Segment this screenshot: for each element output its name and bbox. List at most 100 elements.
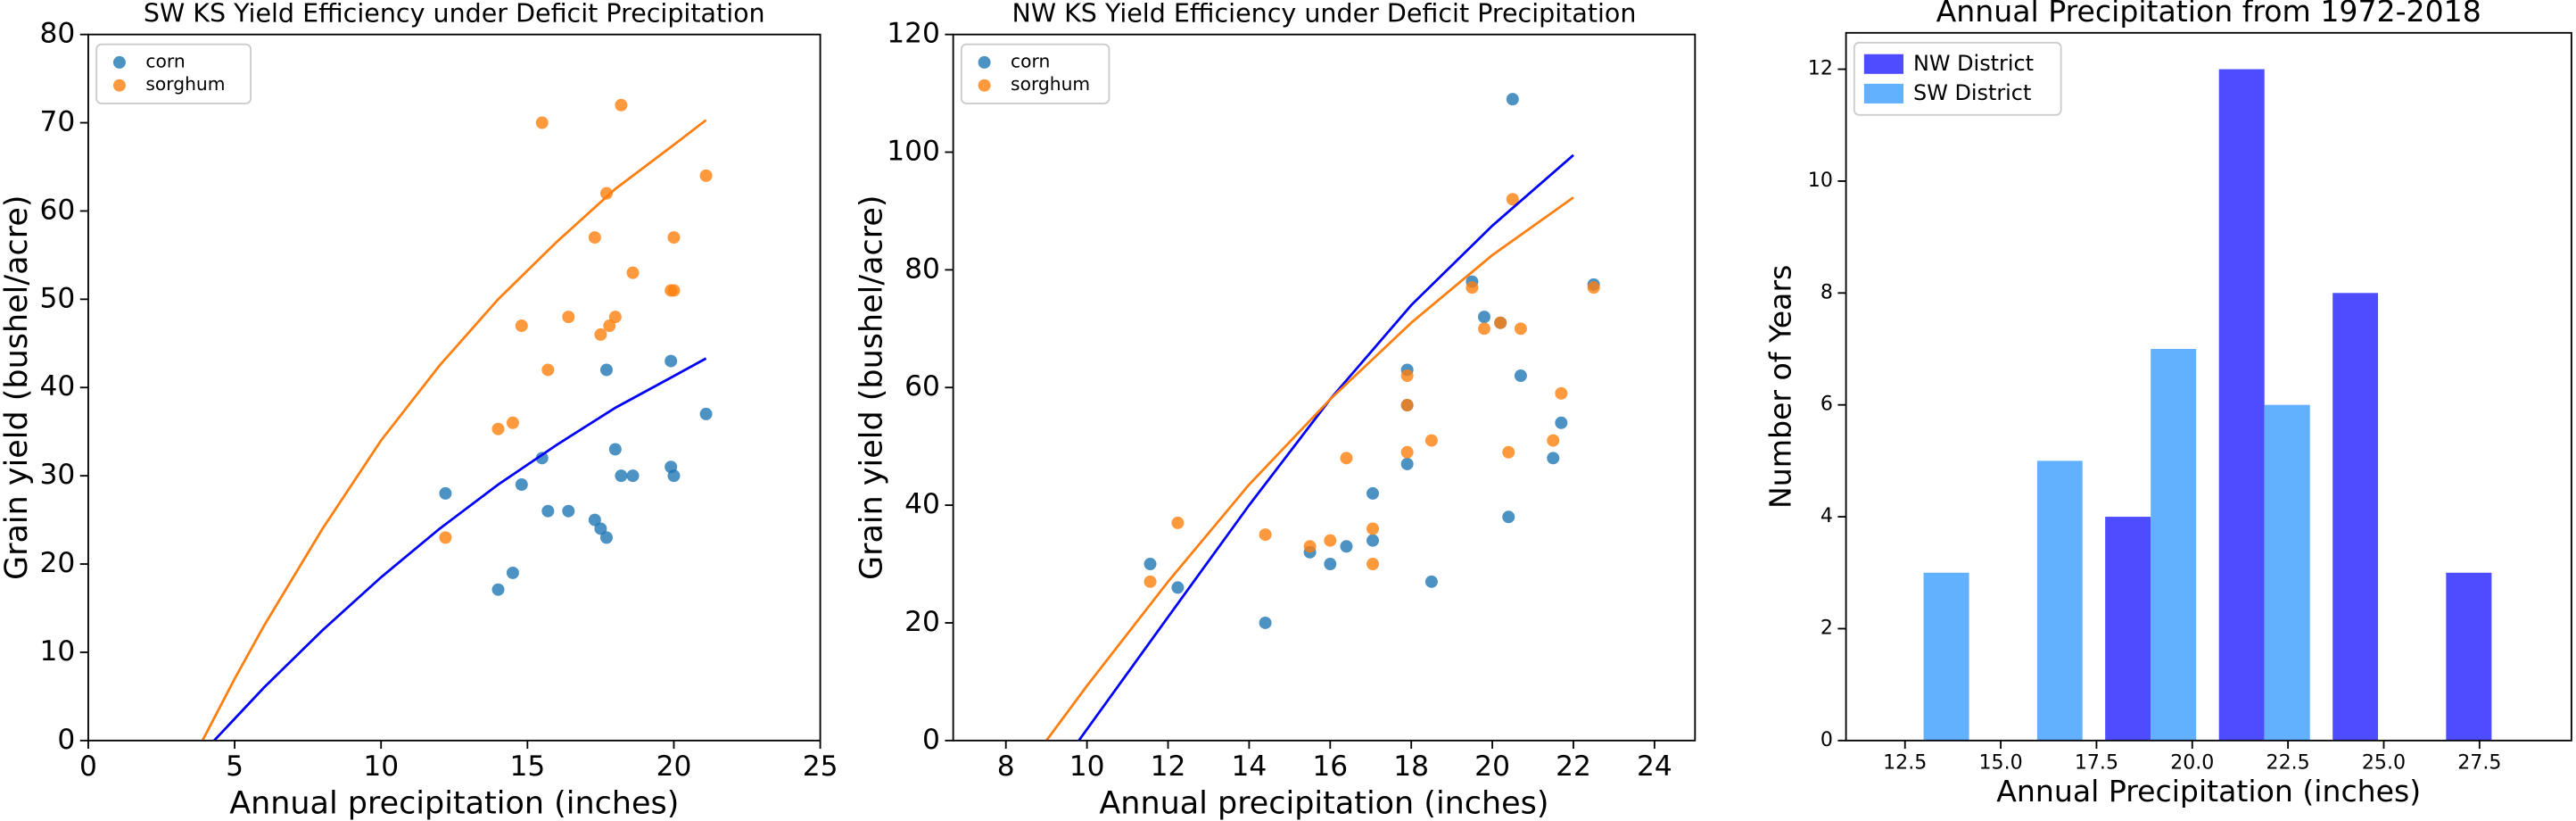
data-point xyxy=(491,583,505,596)
x-tick-label: 18 xyxy=(1393,751,1429,783)
fit-line xyxy=(1077,153,1574,742)
data-point xyxy=(615,469,628,483)
legend-label: corn xyxy=(1011,50,1050,71)
x-tick-label: 16 xyxy=(1312,751,1348,783)
y-tick-label: 10 xyxy=(39,635,75,668)
legend-box xyxy=(1853,41,2062,116)
y-tick-label: 80 xyxy=(39,18,75,50)
data-point xyxy=(1340,540,1353,553)
x-tick-label: 12 xyxy=(1151,751,1186,783)
data-point xyxy=(1478,322,1490,336)
x-tick-label: 20.0 xyxy=(2170,752,2214,775)
data-point xyxy=(1324,558,1337,571)
data-point xyxy=(588,513,601,527)
data-point xyxy=(535,116,549,129)
x-tick-label: 25 xyxy=(803,751,838,783)
data-point xyxy=(515,478,528,492)
data-point xyxy=(439,531,452,544)
bar xyxy=(2446,572,2492,741)
y-tick-label: 120 xyxy=(887,18,940,50)
y-tick-label: 70 xyxy=(39,106,75,138)
x-axis-label: Annual Precipitation (inches) xyxy=(1996,774,2421,809)
data-point xyxy=(594,522,607,535)
data-point xyxy=(1366,522,1380,535)
plot-frame xyxy=(87,33,822,742)
y-tick-label: 10 xyxy=(1808,170,1833,192)
legend-marker xyxy=(112,79,126,92)
fit-line xyxy=(201,119,707,742)
data-point xyxy=(506,416,519,429)
data-point xyxy=(515,319,528,333)
data-point xyxy=(1555,386,1568,400)
data-point xyxy=(1514,369,1527,383)
y-tick-label: 0 xyxy=(57,724,75,756)
y-tick-label: 100 xyxy=(887,136,940,168)
data-point xyxy=(1259,528,1272,542)
data-point xyxy=(626,469,640,483)
data-point xyxy=(1340,452,1353,465)
data-point xyxy=(1324,534,1337,547)
legend-label: SW District xyxy=(1913,80,2031,105)
data-point xyxy=(1547,452,1560,465)
legend-swatch xyxy=(1863,54,1903,74)
data-point xyxy=(1502,445,1515,459)
data-point xyxy=(1366,558,1380,571)
data-point xyxy=(1259,616,1272,629)
data-point xyxy=(1478,311,1490,324)
data-point xyxy=(535,452,549,465)
x-axis-label: Annual precipitation (inches) xyxy=(229,786,679,821)
legend-label: sorghum xyxy=(1011,73,1090,95)
bar xyxy=(2151,349,2197,741)
x-tick-label: 24 xyxy=(1637,751,1672,783)
x-axis-label: Annual precipitation (inches) xyxy=(1099,786,1548,821)
fit-line xyxy=(1045,196,1574,742)
data-point xyxy=(699,169,713,182)
y-tick-label: 6 xyxy=(1821,394,1833,416)
x-tick-label: 25.0 xyxy=(2362,752,2406,775)
data-point xyxy=(1366,534,1380,547)
y-tick-label: 4 xyxy=(1821,505,1833,527)
data-point xyxy=(588,231,601,245)
x-tick-label: 27.5 xyxy=(2457,752,2501,775)
chart-title: Annual Precipitation from 1972-2018 xyxy=(1936,0,2481,29)
data-point xyxy=(599,187,613,200)
y-axis-label: Grain yield (bushel/acre) xyxy=(0,195,35,579)
data-point xyxy=(1506,193,1519,206)
data-point xyxy=(1400,457,1414,470)
x-tick-label: 5 xyxy=(226,751,244,783)
bar xyxy=(2332,293,2379,741)
x-tick-label: 0 xyxy=(79,751,97,783)
y-axis-label: Number of Years xyxy=(1763,265,1797,509)
legend-marker xyxy=(112,55,126,69)
y-axis-label: Grain yield (bushel/acre) xyxy=(854,195,889,579)
data-point xyxy=(1400,445,1414,459)
y-tick-label: 40 xyxy=(904,488,940,520)
data-point xyxy=(1506,93,1519,106)
fit-line xyxy=(213,357,707,742)
x-tick-label: 10 xyxy=(1069,751,1105,783)
data-point xyxy=(1400,399,1414,412)
data-point xyxy=(1400,369,1414,383)
bar xyxy=(2036,460,2083,741)
legend-label: sorghum xyxy=(145,73,225,95)
data-point xyxy=(1494,316,1507,329)
x-tick-label: 22 xyxy=(1556,751,1591,783)
data-point xyxy=(599,363,613,377)
x-tick-label: 20 xyxy=(656,751,692,783)
data-point xyxy=(626,266,640,279)
legend-box xyxy=(960,43,1110,104)
y-tick-label: 50 xyxy=(39,282,75,314)
legend-label: corn xyxy=(145,50,185,71)
data-point xyxy=(1171,516,1185,529)
data-point xyxy=(667,231,681,245)
data-point xyxy=(594,328,607,341)
y-tick-label: 0 xyxy=(922,724,940,756)
chart-title: SW KS Yield Efficiency under Deficit Pre… xyxy=(144,0,765,29)
data-point xyxy=(615,98,628,112)
data-point xyxy=(562,311,575,324)
x-tick-label: 8 xyxy=(997,751,1015,783)
data-point xyxy=(491,422,505,435)
bar xyxy=(1923,572,1969,741)
data-point xyxy=(1303,540,1317,553)
